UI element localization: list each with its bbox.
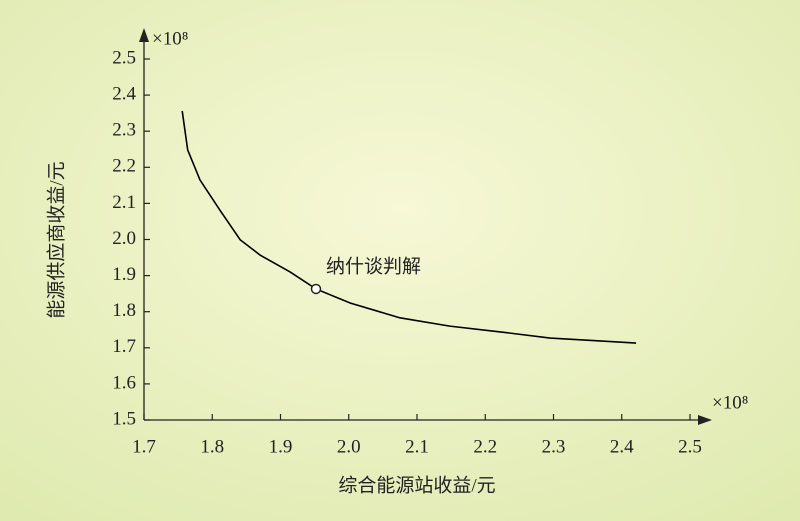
x-axis-title: 综合能源站收益/元 [338,474,495,496]
y-tick-label: 2.3 [112,120,136,141]
y-tick-label: 2.2 [112,156,136,177]
annotation-point [310,283,322,295]
x-tick-label: 2.5 [678,436,702,457]
y-axis-title: 能源供应商收益/元 [45,161,67,318]
x-tick-label: 2.2 [473,436,497,457]
y-tick-label: 1.6 [112,372,136,393]
y-tick-label: 1.8 [112,300,136,321]
x-tick-label: 1.8 [200,436,224,457]
y-tick-label: 2.4 [112,83,136,104]
x-tick-label: 2.1 [405,436,429,457]
axes [143,36,703,421]
y-tick-label: 1.5 [112,408,136,429]
y-tick-label: 1.9 [112,264,136,285]
y-tick-label: 1.7 [112,336,136,357]
x-tick-label: 2.4 [610,436,634,457]
annotation-label: 纳什谈判解 [326,255,421,277]
y-tick-label: 2.1 [112,192,136,213]
y-tick-label: 2.5 [112,47,136,68]
y-scale-label: ×10⁸ [152,28,188,49]
x-scale-label: ×10⁸ [712,392,748,413]
x-tick-label: 2.3 [542,436,566,457]
x-tick-label: 1.9 [269,436,293,457]
y-tick-label: 2.0 [112,228,136,249]
x-tick-label: 1.7 [132,436,156,457]
x-tick-label: 2.0 [337,436,361,457]
